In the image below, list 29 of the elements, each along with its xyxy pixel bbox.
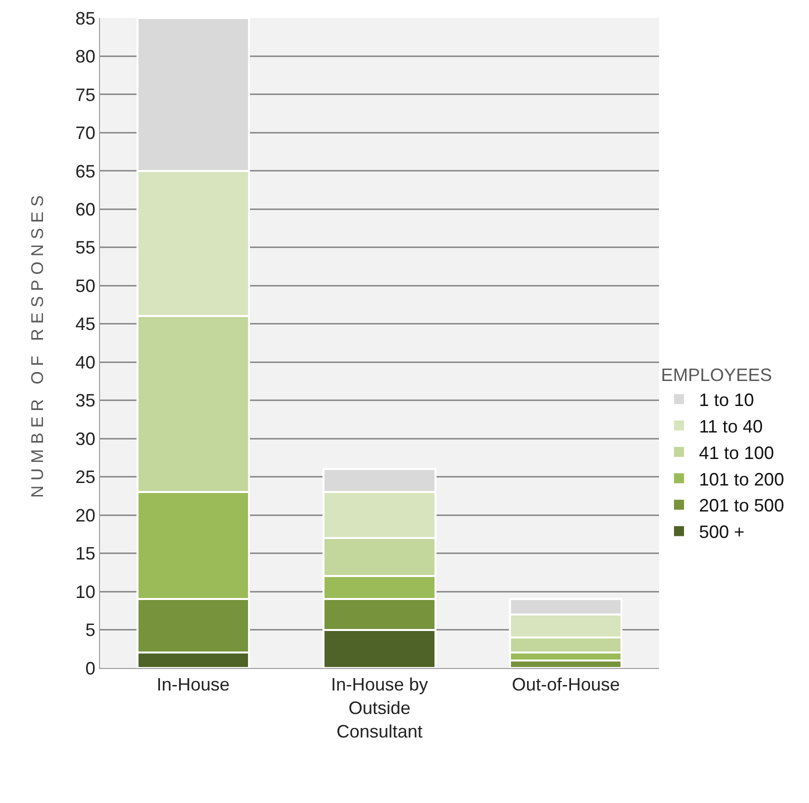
y-tick-label: 80 (75, 46, 96, 67)
y-tick-label: 75 (75, 84, 96, 105)
legend-label: 41 to 100 (699, 442, 774, 463)
x-tick-label: In-House by Outside Consultant (330, 674, 428, 742)
y-tick-label: 30 (75, 428, 96, 449)
y-tick-label: 65 (75, 161, 96, 182)
y-tick-label: 20 (75, 505, 96, 526)
y-tick-label: 0 (85, 658, 96, 678)
legend-label: 11 to 40 (699, 416, 763, 437)
y-tick-label: 5 (85, 620, 96, 640)
x-tick-label: In-House (156, 674, 230, 695)
legend-label: 201 to 500 (699, 496, 784, 516)
y-tick-label: 50 (75, 276, 96, 296)
y-tick-label: 55 (75, 238, 96, 258)
y-tick-label: 70 (75, 123, 96, 144)
legend-label: 101 to 200 (699, 469, 784, 490)
legend-label: 500 + (699, 522, 745, 542)
y-tick-label: 25 (75, 467, 96, 488)
y-tick-label: 85 (75, 8, 96, 28)
legend-label: 1 to 10 (699, 390, 754, 410)
y-tick-label: 45 (75, 314, 96, 334)
y-tick-label: 60 (75, 199, 96, 220)
y-tick-label: 10 (75, 582, 96, 602)
x-tick-label: Out-of-House (512, 674, 620, 695)
y-tick-label: 15 (75, 544, 96, 564)
y-tick-label: 40 (75, 352, 96, 372)
y-axis-title: NUMBER OF RESPONSES (28, 190, 48, 498)
legend-title: EMPLOYEES (661, 364, 772, 385)
y-tick-label: 35 (75, 390, 96, 411)
